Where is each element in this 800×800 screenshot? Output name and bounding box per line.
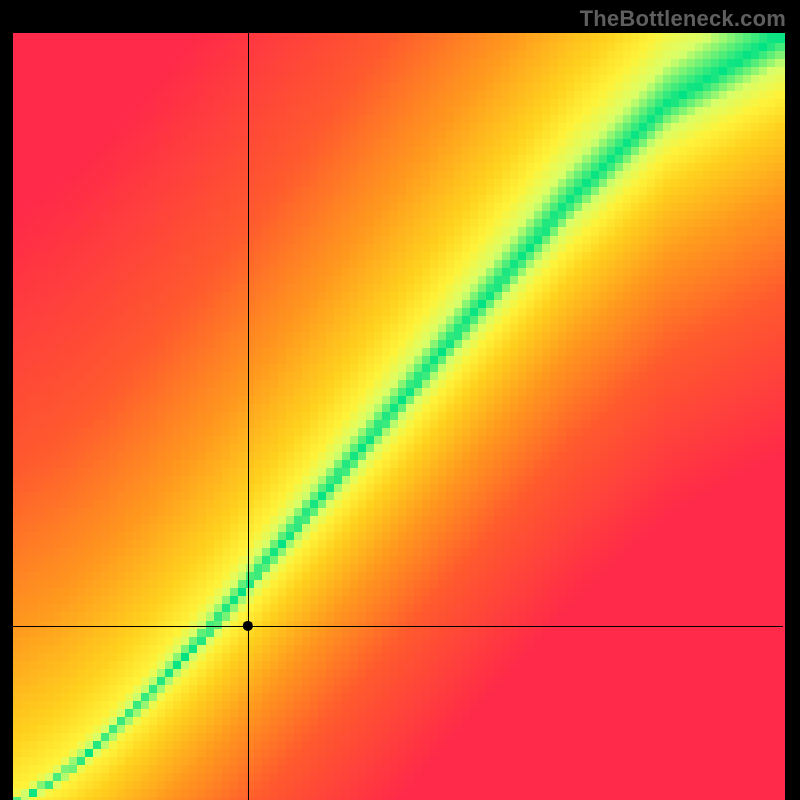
bottleneck-heatmap [0, 0, 800, 800]
watermark-text: TheBottleneck.com [580, 6, 786, 32]
